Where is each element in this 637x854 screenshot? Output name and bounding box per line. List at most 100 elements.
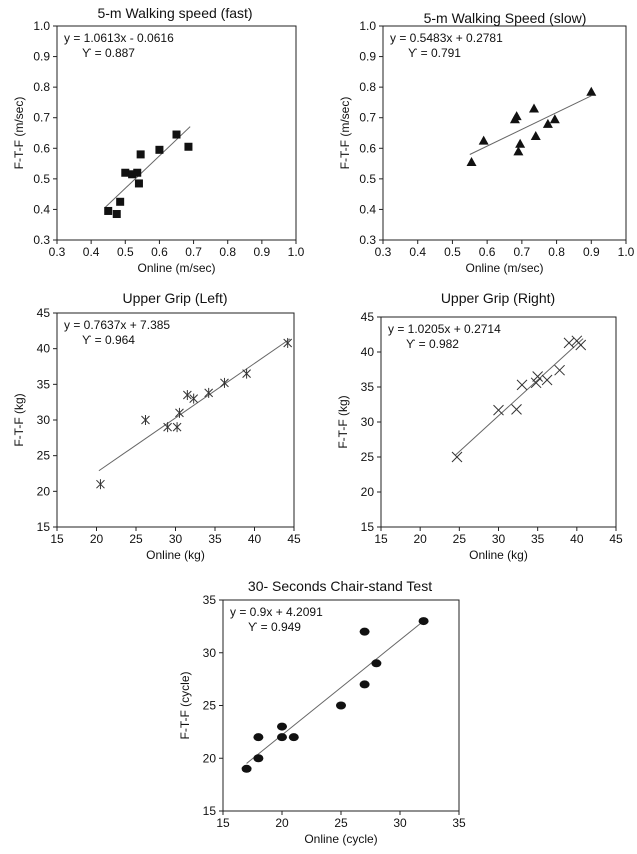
correlation-coefficient: ϒ = 0.982 bbox=[406, 337, 459, 351]
data-point bbox=[184, 142, 193, 151]
y-tick-label: 0.3 bbox=[359, 233, 376, 247]
data-point bbox=[359, 680, 370, 689]
x-tick-label: 40 bbox=[570, 532, 584, 546]
chart-left: Upper Grip (Left) 15 20 25 30 35 40 45 15 20 25 30 3… bbox=[12, 290, 301, 562]
y-tick-label: 0.6 bbox=[359, 141, 376, 155]
x-axis-label: Online (kg) bbox=[469, 548, 528, 562]
y-tick-label: 20 bbox=[361, 485, 375, 499]
x-axis-label: Online (cycle) bbox=[304, 832, 377, 846]
data-point bbox=[466, 157, 477, 167]
regression-equation: y = 0.5483x + 0.2781 bbox=[390, 31, 503, 45]
data-point bbox=[253, 733, 264, 742]
data-point bbox=[175, 407, 184, 418]
x-tick-label: 0.3 bbox=[49, 245, 66, 259]
x-tick-label: 0.6 bbox=[479, 245, 496, 259]
x-tick-label: 15 bbox=[216, 816, 230, 830]
x-tick-label: 0.9 bbox=[583, 245, 600, 259]
x-axis-label: Online (m/sec) bbox=[137, 261, 215, 275]
data-point bbox=[563, 337, 575, 349]
y-tick-label: 0.5 bbox=[33, 172, 50, 186]
x-tick-label: 1.0 bbox=[618, 245, 635, 259]
y-tick-label: 30 bbox=[37, 413, 51, 427]
chart-title: 5-m Walking speed (fast) bbox=[97, 5, 252, 21]
x-tick-label: 20 bbox=[413, 532, 427, 546]
data-point bbox=[575, 339, 587, 351]
data-point bbox=[104, 206, 113, 215]
x-axis-label: Online (kg) bbox=[146, 548, 205, 562]
data-point bbox=[277, 733, 287, 742]
y-tick-label: 0.7 bbox=[33, 111, 50, 125]
data-point bbox=[189, 393, 199, 404]
x-tick-label: 0.5 bbox=[117, 245, 134, 259]
y-tick-label: 0.4 bbox=[33, 202, 50, 216]
trend-line bbox=[104, 126, 191, 209]
data-point bbox=[128, 170, 137, 179]
data-point bbox=[220, 377, 229, 388]
data-point bbox=[554, 364, 565, 376]
y-tick-label: 40 bbox=[37, 342, 51, 356]
x-tick-label: 15 bbox=[374, 532, 388, 546]
x-tick-label: 30 bbox=[393, 816, 407, 830]
correlation-coefficient: ϒ = 0.791 bbox=[408, 46, 461, 60]
data-point bbox=[163, 422, 172, 433]
data-point bbox=[511, 111, 522, 121]
x-tick-label: 35 bbox=[452, 816, 466, 830]
y-tick-label: 0.6 bbox=[33, 141, 50, 155]
regression-equation: y = 0.7637x + 7.385 bbox=[64, 318, 170, 332]
x-tick-label: 45 bbox=[287, 532, 301, 546]
data-point bbox=[141, 415, 150, 425]
y-axis-label: F-T-F (kg) bbox=[336, 395, 350, 448]
y-tick-label: 0.9 bbox=[359, 50, 376, 64]
x-tick-label: 40 bbox=[248, 532, 262, 546]
chart-right: Upper Grip (Right) 15 20 25 30 35 40 45 15 20 25 30… bbox=[336, 290, 623, 562]
chart-slow: 5-m Walking Speed (slow) 0.3 0.4 0.5 0.6 0.7 0… bbox=[338, 10, 635, 275]
y-tick-label: 15 bbox=[37, 520, 51, 534]
data-point bbox=[112, 210, 121, 219]
data-point bbox=[541, 374, 553, 386]
x-tick-label: 0.8 bbox=[219, 245, 236, 259]
data-point bbox=[155, 145, 164, 154]
chart-chair: 30- Seconds Chair-stand Test 15 20 25 30 35 15… bbox=[178, 578, 466, 846]
y-tick-label: 40 bbox=[361, 345, 375, 359]
x-tick-label: 45 bbox=[609, 532, 623, 546]
y-tick-label: 0.3 bbox=[33, 233, 50, 247]
x-tick-label: 0.9 bbox=[254, 245, 271, 259]
data-point bbox=[241, 764, 252, 773]
y-tick-label: 20 bbox=[37, 484, 51, 498]
x-tick-label: 0.4 bbox=[83, 245, 100, 259]
x-tick-label: 0.6 bbox=[151, 245, 168, 259]
y-tick-label: 45 bbox=[37, 306, 51, 320]
data-point bbox=[516, 379, 528, 391]
data-point bbox=[511, 404, 522, 415]
y-tick-label: 35 bbox=[37, 377, 51, 391]
data-point bbox=[288, 733, 299, 742]
trend-line bbox=[455, 338, 584, 456]
trend-line bbox=[246, 620, 424, 764]
trend-line bbox=[469, 95, 592, 155]
y-tick-label: 1.0 bbox=[33, 19, 50, 33]
data-point bbox=[134, 179, 143, 188]
y-axis-label: F-T-F (m/sec) bbox=[12, 97, 26, 170]
data-point bbox=[371, 659, 382, 668]
regression-equation: y = 1.0205x + 0.2714 bbox=[388, 322, 501, 336]
data-point bbox=[478, 135, 489, 145]
y-tick-label: 25 bbox=[37, 449, 51, 463]
data-point bbox=[529, 103, 540, 113]
x-tick-label: 30 bbox=[169, 532, 183, 546]
data-point bbox=[359, 627, 370, 636]
x-tick-label: 0.7 bbox=[185, 245, 202, 259]
data-point bbox=[277, 722, 287, 731]
data-point bbox=[172, 422, 182, 433]
x-tick-label: 0.4 bbox=[409, 245, 426, 259]
data-point bbox=[515, 138, 526, 148]
y-tick-label: 0.9 bbox=[33, 50, 50, 64]
y-tick-label: 30 bbox=[361, 415, 375, 429]
data-point bbox=[133, 168, 142, 177]
data-point bbox=[493, 404, 504, 416]
y-tick-label: 1.0 bbox=[359, 19, 376, 33]
x-tick-label: 0.5 bbox=[444, 245, 461, 259]
correlation-coefficient: ϒ = 0.964 bbox=[82, 333, 135, 347]
data-point bbox=[451, 451, 463, 463]
data-point bbox=[96, 479, 105, 490]
